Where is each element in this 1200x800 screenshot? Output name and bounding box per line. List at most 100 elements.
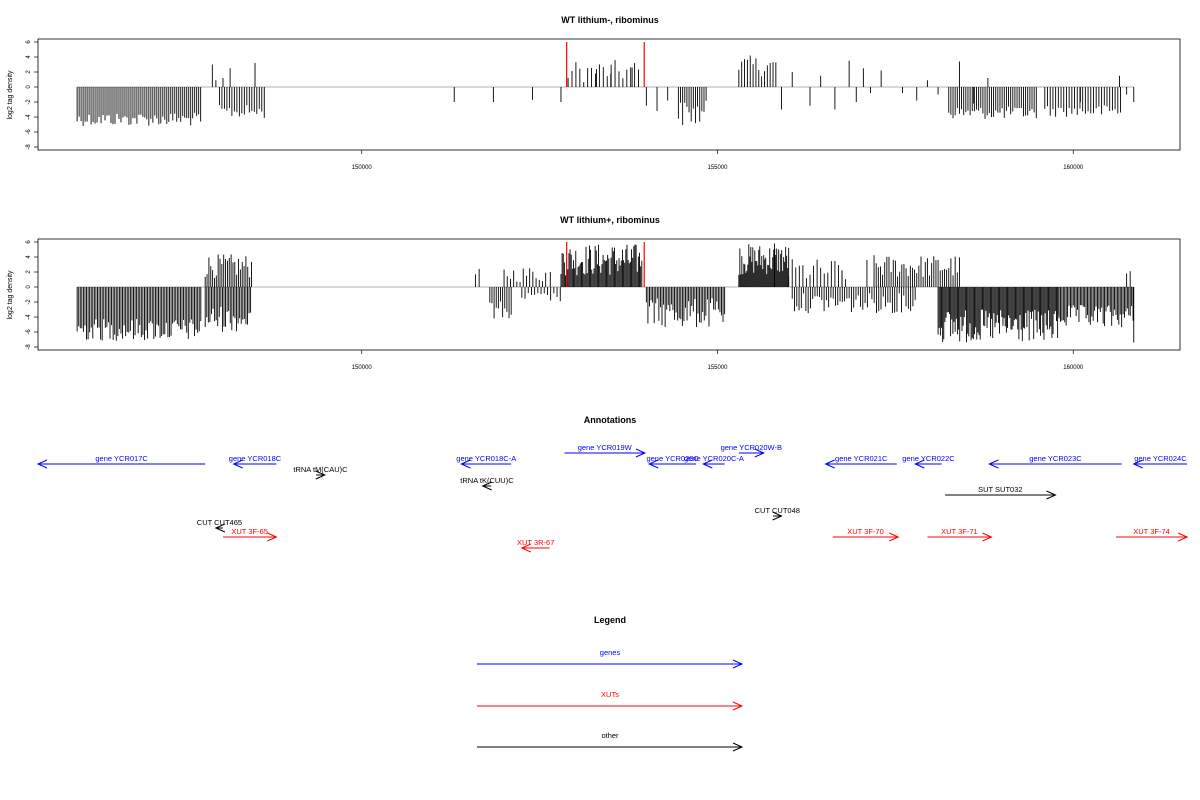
panel-2-title: WT lithium+, ribominus [560, 215, 660, 225]
annotation-label: SUT SUT032 [978, 485, 1022, 494]
x-tick-label: 150000 [352, 365, 373, 371]
annotation-arrowhead [232, 459, 243, 469]
annotation-feature: XUT 3F-71 [927, 527, 993, 542]
annotation-feature: gene YCR023C [988, 454, 1122, 469]
x-tick-label: 150000 [352, 165, 373, 171]
annotation-arrowhead [824, 459, 835, 469]
x-tick-label: 160000 [1063, 365, 1084, 371]
annotation-arrowhead [36, 459, 48, 469]
y-tick-label: 4 [26, 55, 32, 59]
y-tick-label: 6 [26, 240, 32, 244]
legend-label: other [601, 731, 619, 740]
legend-item: other [477, 731, 744, 752]
annotation-label: gene YCR019W [578, 443, 633, 452]
legend-arrowhead [732, 659, 744, 669]
annotation-arrowhead [754, 448, 765, 458]
panel-2-axes: 6 4 2 0 -2 -4 -6 -8 150000 155000 160000 [26, 240, 1084, 371]
annotation-feature: CUT CUT048 [755, 506, 800, 521]
legend-arrowhead [732, 742, 744, 752]
x-tick-label: 155000 [707, 365, 728, 371]
annotation-label: XUT 3R-67 [517, 538, 554, 547]
legend-item: genes [477, 648, 744, 669]
annotation-feature: CUT CUT465 [197, 518, 242, 533]
annotation-feature: gene YCR022C [902, 454, 955, 469]
y-tick-label: -8 [26, 144, 32, 150]
y-tick-label: -2 [26, 99, 32, 105]
legend-panel: Legend genes XUTs other [477, 615, 744, 752]
y-tick-label: 4 [26, 255, 32, 259]
annotation-label: CUT CUT048 [755, 506, 800, 515]
panel-2-frame [37, 238, 1181, 351]
annotation-arrowhead [267, 532, 278, 542]
annotation-feature: gene YCR019W [564, 443, 647, 458]
annotation-arrowhead [635, 448, 647, 458]
y-tick-label: 2 [26, 270, 32, 274]
annotation-feature: gene YCR017C [36, 454, 206, 469]
annotation-label: XUT 3F-71 [941, 527, 978, 536]
annotation-arrowhead [1132, 459, 1143, 469]
panel-2-ylabel: log2 tag density [7, 270, 14, 320]
y-tick-label: 2 [26, 70, 32, 74]
legend-title: Legend [594, 615, 626, 625]
y-tick-label: -6 [26, 329, 32, 335]
y-tick-label: -2 [26, 299, 32, 305]
annotation-label: tRNA tM(CAU)C [293, 465, 348, 474]
annotation-arrowhead [214, 523, 226, 533]
annotations-panel: Annotations gene YCR017C gene YCR018C tRNA… [36, 415, 1189, 553]
annotation-feature: gene YCR020W-B [721, 443, 782, 458]
panel-1-ylabel: log2 tag density [7, 70, 14, 120]
annotation-feature: gene YCR020C [646, 454, 699, 469]
annotation-arrowhead [982, 532, 993, 542]
y-tick-label: 0 [26, 285, 32, 289]
legend-item: XUTs [477, 690, 744, 711]
annotations-title: Annotations [584, 415, 637, 425]
y-tick-label: 6 [26, 40, 32, 44]
annotation-label: XUT 3F-74 [1133, 527, 1170, 536]
x-tick-label: 160000 [1063, 165, 1084, 171]
annotation-label: gene YCR020W-B [721, 443, 782, 452]
annotation-label: gene YCR018C [229, 454, 282, 463]
annotation-feature: SUT SUT032 [945, 485, 1057, 500]
annotation-arrowhead [460, 459, 471, 469]
annotation-feature: XUT 3R-67 [517, 538, 554, 553]
y-tick-label: -4 [26, 314, 32, 320]
annotation-arrowhead [481, 481, 492, 491]
annotation-arrowhead [914, 459, 925, 469]
annotation-feature: gene YCR018C [229, 454, 282, 469]
annotation-arrowhead [1046, 490, 1057, 500]
annotation-feature: XUT 3F-70 [832, 527, 900, 542]
annotation-feature: gene YCR021C [824, 454, 897, 469]
annotation-tracks: gene YCR017C gene YCR018C tRNA tM(CAU)C gen… [36, 443, 1189, 553]
annotation-label: gene YCR022C [902, 454, 955, 463]
annotation-arrowhead [1177, 532, 1189, 542]
annotation-label: gene YCR021C [835, 454, 888, 463]
legend-items: genes XUTs other [477, 648, 744, 752]
annotation-label: gene YCR024C [1134, 454, 1187, 463]
y-tick-label: 0 [26, 85, 32, 89]
x-tick-label: 155000 [707, 165, 728, 171]
annotation-label: gene YCR020C [646, 454, 699, 463]
annotation-feature: gene YCR024C [1132, 454, 1187, 469]
annotation-label: XUT 3F-65 [231, 527, 268, 536]
annotation-label: CUT CUT465 [197, 518, 242, 527]
annotation-feature: XUT 3F-74 [1115, 527, 1189, 542]
panel-2: WT lithium+, ribominus log2 tag density … [7, 215, 1181, 371]
panel-2-bars [76, 242, 1135, 343]
y-tick-label: -4 [26, 114, 32, 120]
panel-1: WT lithium-, ribominus log2 tag density … [7, 15, 1181, 171]
annotation-feature: gene YCR020C-A [684, 454, 744, 469]
annotation-label: gene YCR018C-A [456, 454, 516, 463]
annotation-feature: tRNA tM(CAU)C [293, 465, 348, 480]
panel-1-axes: 6 4 2 0 -2 -4 -6 -8 150000 155000 160000 [26, 40, 1084, 171]
annotation-arrowhead [772, 511, 783, 521]
annotation-label: XUT 3F-70 [847, 527, 884, 536]
panel-1-frame [37, 38, 1181, 151]
annotation-arrowhead [702, 459, 713, 469]
annotation-label: tRNA tK(CUU)C [460, 476, 514, 485]
annotation-feature: XUT 3F-65 [222, 527, 278, 542]
annotation-feature: gene YCR018C-A [456, 454, 516, 469]
annotation-arrowhead [315, 470, 326, 480]
annotation-arrowhead [647, 459, 659, 469]
annotation-label: gene YCR017C [95, 454, 148, 463]
